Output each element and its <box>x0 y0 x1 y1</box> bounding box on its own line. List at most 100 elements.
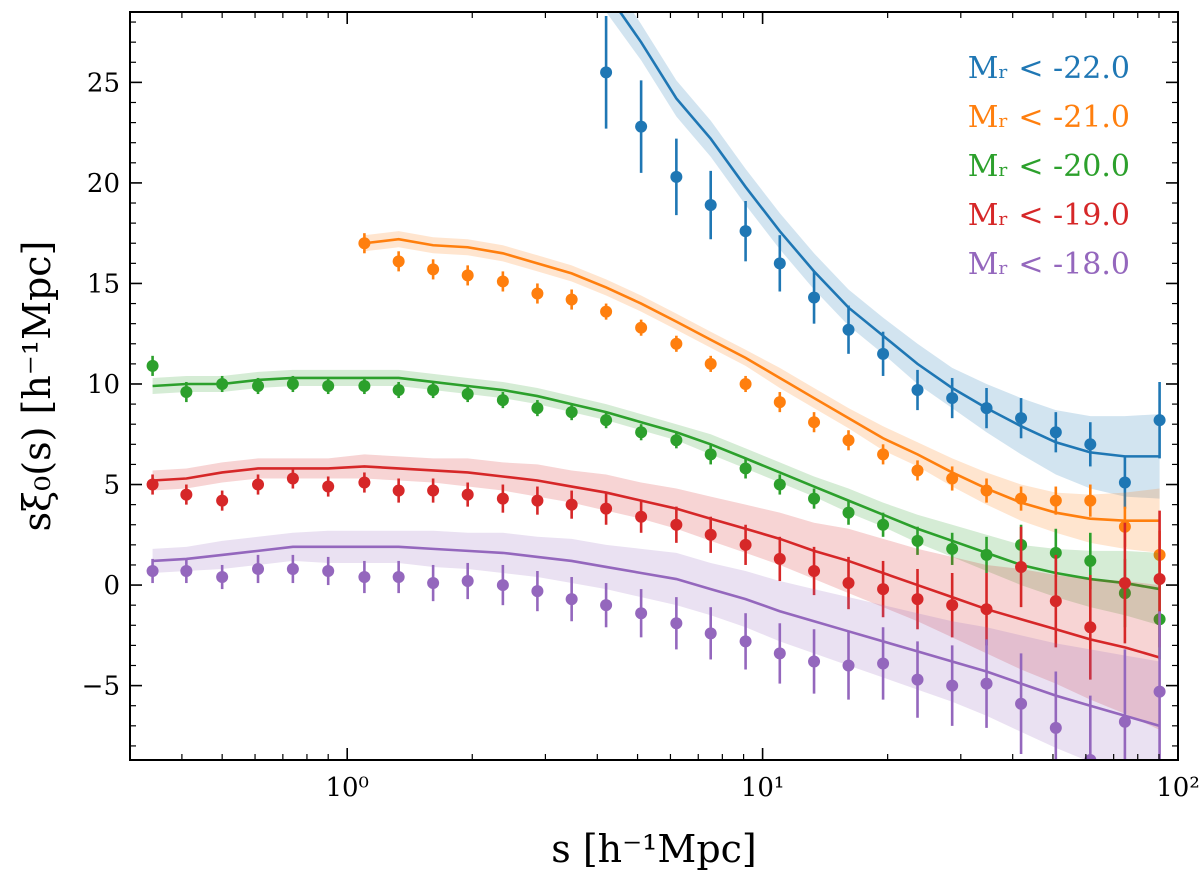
model-band <box>364 231 1160 553</box>
data-point <box>180 564 193 577</box>
data-point <box>808 655 821 668</box>
data-point <box>1153 414 1166 427</box>
model-line <box>364 237 1160 523</box>
data-point <box>1084 494 1097 507</box>
data-point <box>565 406 578 419</box>
data-point <box>842 506 855 519</box>
data-point <box>739 225 752 238</box>
data-point <box>358 237 371 250</box>
data-point <box>496 492 509 505</box>
data-point <box>322 480 335 493</box>
plot-area <box>146 12 1166 760</box>
data-point <box>392 571 405 584</box>
data-point <box>322 380 335 392</box>
data-point <box>1084 754 1097 760</box>
data-point <box>461 269 474 282</box>
data-point <box>286 472 299 485</box>
data-point <box>704 528 717 541</box>
data-point <box>600 414 613 427</box>
legend-entry: Mᵣ < -19.0 <box>968 198 1130 233</box>
model-band <box>152 369 1160 626</box>
data-point <box>531 585 544 598</box>
data-point <box>565 293 578 306</box>
data-point <box>635 321 648 334</box>
data-point <box>911 593 924 606</box>
data-point <box>704 448 717 461</box>
data-point <box>146 359 159 372</box>
data-point <box>635 510 648 523</box>
legend-entry: Mᵣ < -21.0 <box>968 100 1130 135</box>
data-point <box>704 199 717 212</box>
data-point <box>392 384 405 397</box>
data-point <box>1084 621 1097 634</box>
data-point <box>808 291 821 304</box>
data-point <box>808 416 821 429</box>
data-point <box>1015 697 1028 710</box>
data-point <box>670 617 683 630</box>
data-point <box>980 603 993 616</box>
legend-entry: Mᵣ < -22.0 <box>968 51 1130 86</box>
data-point <box>808 564 821 577</box>
data-point <box>773 647 786 660</box>
data-point <box>600 599 613 612</box>
x-tick-label: 10¹ <box>741 773 785 803</box>
model-band <box>152 454 1160 730</box>
data-point <box>600 66 613 79</box>
y-tick-label: 15 <box>87 269 120 299</box>
legend-entry: Mᵣ < -18.0 <box>968 247 1130 282</box>
data-point <box>1118 577 1131 590</box>
data-point <box>427 263 440 276</box>
data-point <box>180 386 193 399</box>
data-point <box>635 426 648 439</box>
data-point <box>704 627 717 640</box>
data-point <box>1118 476 1131 489</box>
data-point <box>877 583 890 596</box>
data-point <box>252 478 265 491</box>
data-point <box>496 579 509 592</box>
data-point <box>496 275 509 288</box>
y-tick-label: 5 <box>103 471 120 501</box>
data-point <box>461 388 474 401</box>
plot-frame <box>129 11 1179 761</box>
data-point <box>358 380 371 392</box>
data-point <box>877 657 890 670</box>
x-axis-label: s [h⁻¹Mpc] <box>551 827 757 871</box>
data-point <box>911 464 924 477</box>
y-tick-label: 20 <box>87 169 120 199</box>
series-1 <box>358 231 1166 580</box>
data-point <box>980 484 993 497</box>
data-point <box>1049 721 1062 734</box>
data-point <box>670 434 683 447</box>
series-4 <box>146 530 1166 760</box>
y-axis-label: sξ₀(s) [h⁻¹Mpc] <box>15 241 59 532</box>
data-point <box>704 357 717 370</box>
data-point <box>911 384 924 397</box>
data-point <box>531 287 544 300</box>
data-point <box>877 448 890 461</box>
data-point <box>635 607 648 620</box>
data-point <box>1084 554 1097 567</box>
data-point <box>286 377 299 390</box>
data-point <box>565 498 578 511</box>
x-tick-label: 10² <box>1156 773 1200 803</box>
data-point <box>739 538 752 551</box>
data-point <box>980 677 993 690</box>
data-point <box>842 577 855 590</box>
y-tick-label: 10 <box>87 370 120 400</box>
data-point <box>565 593 578 606</box>
data-point <box>146 478 159 491</box>
data-point <box>842 323 855 336</box>
data-point <box>1015 560 1028 573</box>
data-point <box>773 396 786 409</box>
data-point <box>1015 412 1028 425</box>
data-point <box>286 562 299 575</box>
data-point <box>216 571 229 584</box>
model-band <box>606 12 1160 499</box>
data-point <box>1049 494 1062 507</box>
data-point <box>946 599 959 612</box>
axis-ticks: −5 0 5 10 15 20 25 10⁰ 10¹ 10² <box>82 12 1200 803</box>
x-tick-label: 10⁰ <box>325 773 369 803</box>
data-point <box>808 492 821 505</box>
data-point <box>842 434 855 447</box>
